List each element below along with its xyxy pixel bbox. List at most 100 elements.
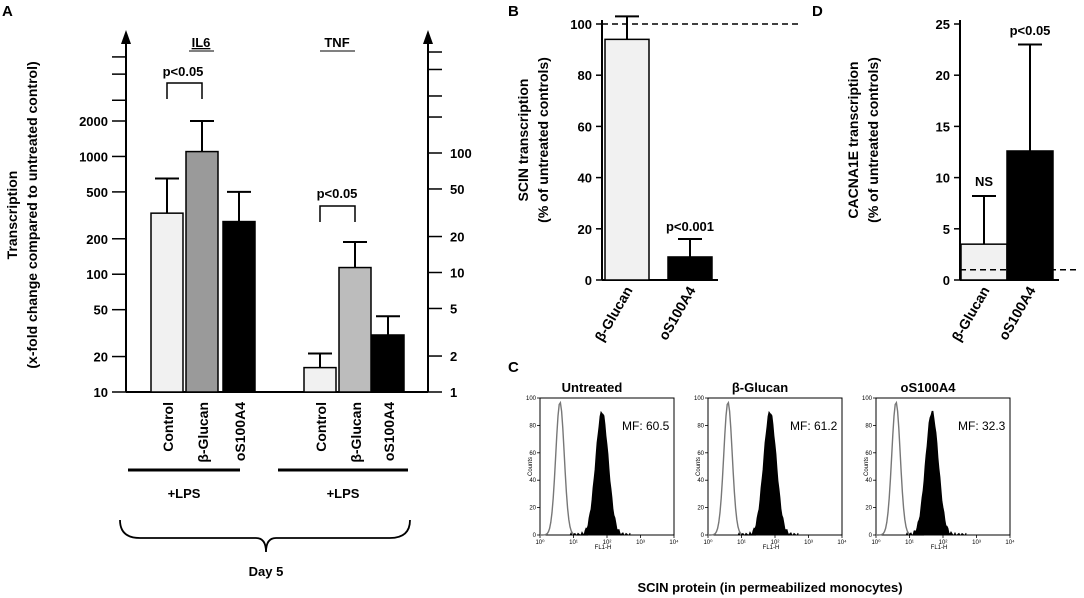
il6-lps-label: +LPS <box>168 486 201 501</box>
panel-label-b: B <box>508 3 519 20</box>
hist-y-tick-label: 100 <box>526 396 537 402</box>
stained-histogram <box>737 410 799 536</box>
hist-y-tick-label: 60 <box>865 451 872 457</box>
hist-x-tick-label: 10³ <box>972 540 981 546</box>
hist-y-tick-label: 20 <box>529 506 536 512</box>
panel-b-ylabel-1: SCIN transcription <box>515 79 531 202</box>
isotype-histogram <box>876 400 924 536</box>
a-bar <box>303 366 337 393</box>
mf-label: MF: 60.5 <box>622 419 670 433</box>
panel-a: Transcription (x-fold change compared to… <box>4 30 472 579</box>
mf-label: MF: 32.3 <box>958 419 1006 433</box>
panel-b: SCIN transcription (% of untreated contr… <box>515 15 800 344</box>
axis-tick-label: 25 <box>936 17 950 32</box>
tnf-bracket <box>319 205 356 222</box>
panel-a-right-ticks: 1 2 5 10 20 50 100 <box>428 51 472 400</box>
panel-a-ylabel-2: (x-fold change compared to untreated con… <box>24 61 40 368</box>
panel-a-left-ticks: 10 20 50 100 200 500 1000 2000 <box>79 56 126 400</box>
hist-y-axis-label: Counts <box>528 457 534 476</box>
a-right-tick-label: 20 <box>450 230 464 245</box>
hist-x-tick-label: 10¹ <box>905 540 914 546</box>
panel-label-c: C <box>508 359 519 376</box>
panel-a-right-axis-arrow <box>423 30 433 44</box>
panel-c-histograms: Untreated 0 20 40 60 80 100 Counts 10⁰ 10¹ 10² 10³ 1… <box>526 380 1015 551</box>
a-category-label: oS100A4 <box>232 402 248 461</box>
hist-y-tick-label: 20 <box>865 506 872 512</box>
axis-tick-label: 0 <box>585 273 592 288</box>
hist-x-tick-label: 10² <box>939 540 948 546</box>
hist-y-tick-label: 40 <box>697 478 704 484</box>
a-category-label: β-Glucan <box>195 402 211 463</box>
axis-tick-label: 15 <box>936 119 950 134</box>
hist-x-axis-label: FL1-H <box>931 545 948 551</box>
a-right-tick-label: 2 <box>450 349 457 364</box>
a-right-tick-label: 10 <box>450 266 464 281</box>
a-right-tick-label: 100 <box>450 146 472 161</box>
a-left-tick-label: 100 <box>86 267 108 282</box>
hist-x-axis-label: FL1-H <box>763 545 780 551</box>
category-label: β-Glucan <box>948 284 992 345</box>
hist-x-axis-label: FL1-H <box>595 545 612 551</box>
hist-x-tick-label: 10⁰ <box>535 539 545 546</box>
histogram-title: Untreated <box>562 380 623 395</box>
isotype-histogram <box>708 400 756 536</box>
mf-label: MF: 61.2 <box>790 419 838 433</box>
hist-y-tick-label: 80 <box>529 423 536 429</box>
hist-y-tick-label: 60 <box>697 451 704 457</box>
panel-b-bars <box>602 15 800 281</box>
stained-histogram <box>905 410 967 536</box>
axis-tick-label: 80 <box>578 68 592 83</box>
a-category-label: Control <box>160 402 176 452</box>
hist-x-tick-label: 10² <box>771 540 780 546</box>
hist-x-tick-label: 10⁴ <box>1005 539 1015 546</box>
il6-pvalue: p<0.05 <box>163 64 204 79</box>
a-left-tick-label: 20 <box>94 350 108 365</box>
panel-a-category-labels: Control β-Glucan oS100A4 Control β-Glucan oS1… <box>160 402 397 463</box>
bar <box>960 243 1008 281</box>
histogram-title: oS100A4 <box>901 380 957 395</box>
bar <box>604 38 650 281</box>
panel-a-left-axis-arrow <box>121 30 131 44</box>
hist-y-axis-label: Counts <box>696 457 702 476</box>
axis-tick-label: 20 <box>578 222 592 237</box>
hist-y-tick-label: 40 <box>865 478 872 484</box>
hist-y-tick-label: 40 <box>529 478 536 484</box>
isotype-histogram <box>540 400 588 536</box>
panel-d-category-labels: β-Glucan oS100A4 <box>948 283 1038 344</box>
hist-y-tick-label: 80 <box>865 423 872 429</box>
panel-d-pvalue: p<0.05 <box>1010 23 1051 38</box>
tnf-lps-label: +LPS <box>327 486 360 501</box>
hist-x-tick-label: 10⁴ <box>837 539 847 546</box>
histogram-2: β-Glucan 0 20 40 60 80 100 Counts 10⁰ 10¹ 10² 10³ 10… <box>694 380 847 551</box>
a-left-tick-label: 200 <box>86 232 108 247</box>
panel-a-bars <box>150 120 405 393</box>
bar <box>667 256 713 281</box>
a-bar <box>150 212 184 393</box>
panel-d-ylabel-2: (% of untreated controls) <box>865 57 881 223</box>
hist-x-tick-label: 10⁰ <box>703 539 713 546</box>
a-category-label: Control <box>313 402 329 452</box>
a-bar <box>185 150 219 393</box>
hist-y-tick-label: 60 <box>529 451 536 457</box>
a-right-tick-label: 1 <box>450 385 457 400</box>
a-left-tick-label: 1000 <box>79 149 108 164</box>
hist-y-tick-label: 100 <box>862 396 873 402</box>
a-category-label: β-Glucan <box>348 402 364 463</box>
hist-x-tick-label: 10³ <box>636 540 645 546</box>
panel-b-ylabel-2: (% of untreated controls) <box>535 57 551 223</box>
axis-tick-label: 20 <box>936 68 950 83</box>
bar <box>1006 150 1054 281</box>
hist-y-axis-label: Counts <box>864 457 870 476</box>
panel-d-bars <box>960 43 1080 281</box>
a-right-tick-label: 50 <box>450 182 464 197</box>
hist-y-tick-label: 0 <box>869 533 873 539</box>
a-left-tick-label: 10 <box>94 385 108 400</box>
stained-histogram <box>569 410 631 536</box>
il6-group-label: IL6 <box>192 35 211 50</box>
a-category-label: oS100A4 <box>381 402 397 461</box>
panel-a-ylabel-1: Transcription <box>4 171 20 260</box>
a-left-tick-label: 50 <box>94 303 108 318</box>
hist-x-tick-label: 10⁰ <box>871 539 881 546</box>
tnf-group-label: TNF <box>324 35 349 50</box>
